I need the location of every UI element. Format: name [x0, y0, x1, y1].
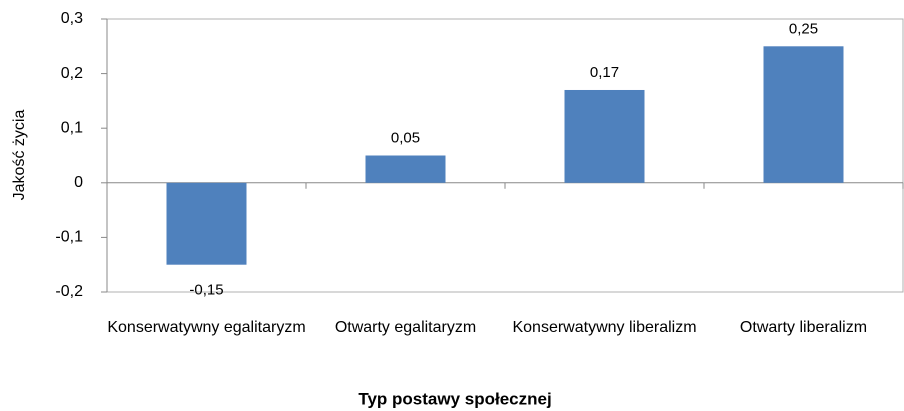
y-tick-label: -0,1: [55, 229, 83, 246]
y-tick-label: 0,2: [61, 65, 83, 82]
y-tick-label: -0,2: [55, 283, 83, 300]
bar: [564, 89, 645, 183]
x-tick-label: Konserwatywny egalitaryzm: [107, 319, 306, 336]
x-tick-label: Otwarty liberalizm: [739, 319, 868, 336]
data-label: 0,17: [590, 64, 619, 81]
bar: [763, 46, 844, 183]
data-label: 0,05: [391, 129, 420, 146]
x-tick-label: Konserwatywny liberalizm: [512, 319, 697, 336]
y-axis-label: Jakość życia: [11, 110, 28, 201]
x-tick-label: Otwarty egalitaryzm: [334, 319, 477, 336]
bar: [365, 155, 446, 183]
x-axis-label: Typ postawy społecznej: [358, 389, 551, 408]
y-tick-label: 0,1: [61, 119, 83, 136]
bar: [166, 182, 247, 265]
data-label: -0,15: [189, 282, 223, 299]
y-tick-label: 0,3: [61, 10, 83, 27]
data-label: 0,25: [789, 20, 818, 37]
y-tick-label: 0: [74, 174, 83, 191]
